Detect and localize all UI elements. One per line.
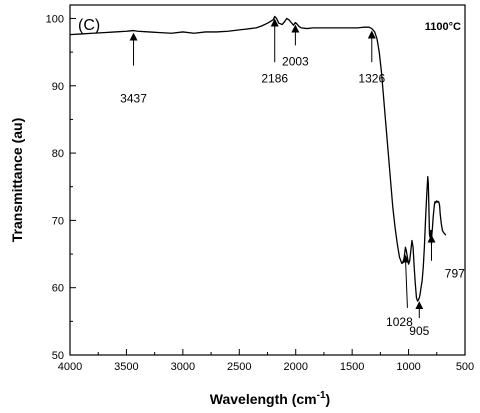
x-tick-label: 2000	[283, 361, 307, 373]
y-tick-label: 90	[52, 81, 64, 93]
x-axis-title-main: Wavelength (cm	[210, 391, 317, 407]
annotation-label: 905	[409, 324, 429, 338]
y-tick-label: 70	[52, 215, 64, 227]
x-axis-title-end: )	[326, 391, 331, 407]
annotation-label: 1326	[358, 71, 385, 85]
x-tick-label: 3500	[114, 361, 138, 373]
x-tick-label: 4000	[58, 361, 82, 373]
plot-area	[69, 4, 466, 356]
x-tick-label: 3000	[171, 361, 195, 373]
y-tick-label: 100	[46, 13, 64, 25]
transmittance-line	[69, 15, 447, 302]
y-axis: 50 60 70 80 90 100	[46, 13, 76, 362]
x-tick-label: 2500	[227, 361, 251, 373]
x-tick-label: 500	[456, 361, 474, 373]
x-tick-label: 1500	[340, 361, 364, 373]
annotation-label: 2186	[261, 71, 288, 85]
y-tick-label: 80	[52, 148, 64, 160]
x-tick-label: 1000	[396, 361, 420, 373]
x-axis-title-superscript: -1	[317, 390, 326, 401]
annotation-label: 3437	[120, 92, 147, 106]
y-tick-label: 60	[52, 283, 64, 295]
temperature-label: 1100°C	[425, 21, 461, 33]
x-axis-title: Wavelength (cm-1)	[210, 390, 330, 407]
annotation-label: 2003	[282, 55, 309, 69]
y-tick-label: 50	[52, 350, 64, 362]
x-axis: 4000 3500 3000 2500 2000 1500 1000 500	[58, 349, 474, 373]
annotation-arrow	[401, 254, 410, 308]
plot-frame	[69, 4, 466, 356]
y-axis-title: Transmittance (au)	[9, 118, 25, 242]
series-layer	[69, 15, 447, 302]
annotation-label: 1028	[386, 315, 413, 329]
panel-label: (C)	[78, 17, 100, 34]
annotation-label: 797	[445, 267, 465, 281]
